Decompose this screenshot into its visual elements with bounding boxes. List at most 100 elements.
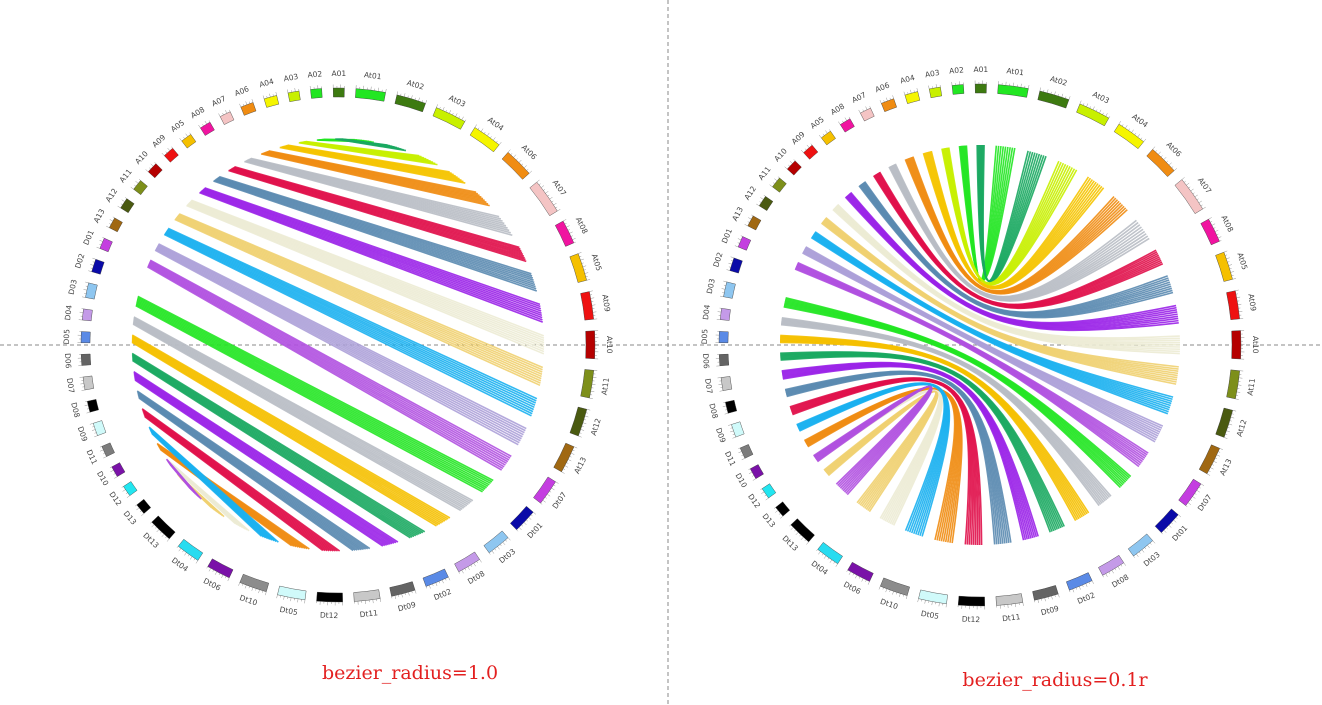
chromosome-tick bbox=[835, 563, 838, 567]
chromosome-tick bbox=[1211, 223, 1216, 226]
synteny-link bbox=[135, 302, 486, 490]
chromosome-tick bbox=[134, 184, 136, 187]
chromosome-d01 bbox=[737, 236, 752, 251]
chromosome-tick bbox=[139, 510, 142, 513]
synteny-link bbox=[135, 303, 485, 492]
chromosome-tick bbox=[1085, 583, 1088, 587]
chromosome-tick bbox=[748, 471, 753, 474]
synteny-link bbox=[260, 153, 490, 207]
chromosome-tick bbox=[765, 497, 769, 501]
chromosome-label: D04 bbox=[701, 304, 712, 321]
synteny-link bbox=[133, 317, 472, 503]
chromosome-tick bbox=[1226, 430, 1230, 433]
chromosome-a10 bbox=[786, 160, 802, 176]
chromosome-tick bbox=[244, 585, 247, 589]
chromosome-tick bbox=[249, 101, 251, 104]
chromosome-label: A13 bbox=[730, 205, 745, 222]
chromosome-label: D10 bbox=[734, 472, 749, 490]
chromosome-tick bbox=[579, 255, 582, 258]
chromosome-tick bbox=[496, 140, 498, 143]
synteny-link bbox=[147, 264, 505, 468]
chromosome-tick bbox=[1232, 278, 1237, 280]
chromosome-label: A06 bbox=[874, 81, 891, 95]
chromosome-tick bbox=[99, 239, 103, 242]
chromosome-tick bbox=[1229, 268, 1232, 270]
chromosome-label: Dt11 bbox=[1002, 612, 1021, 623]
synteny-link bbox=[244, 160, 513, 236]
chromosome-tick bbox=[491, 550, 495, 554]
chromosome-tick bbox=[760, 488, 763, 490]
synteny-link bbox=[133, 374, 393, 545]
chromosome-tick bbox=[96, 246, 100, 249]
chromosome-tick bbox=[568, 459, 572, 462]
chromosome-tick bbox=[1128, 128, 1130, 131]
chromosome-label: D01 bbox=[82, 229, 96, 247]
chromosome-tick bbox=[573, 241, 576, 244]
chromosome-label: A06 bbox=[233, 84, 250, 98]
synteny-link bbox=[816, 385, 932, 485]
chromosome-tick bbox=[171, 146, 173, 149]
chromosome-label: At13 bbox=[572, 455, 588, 475]
chromosome-at08 bbox=[1200, 218, 1220, 246]
chromosome-tick bbox=[464, 119, 467, 122]
synteny-link bbox=[131, 338, 444, 523]
chromosome-tick bbox=[1079, 586, 1081, 590]
chromosome-label: D05 bbox=[62, 329, 71, 345]
panel-caption: bezier_radius=0.1r bbox=[962, 669, 1148, 691]
chromosome-tick bbox=[208, 568, 211, 572]
chromosome-tick bbox=[442, 107, 445, 111]
chromosome-tick bbox=[573, 446, 578, 449]
synteny-link bbox=[157, 244, 525, 434]
chromosome-tick bbox=[1228, 264, 1233, 266]
synteny-link bbox=[131, 341, 437, 527]
synteny-link bbox=[133, 318, 469, 506]
chromosome-tick bbox=[154, 162, 157, 164]
chromosome-tick bbox=[155, 526, 157, 529]
chromosome-tick bbox=[100, 449, 104, 452]
chromosome-tick bbox=[741, 454, 744, 456]
synteny-link bbox=[147, 265, 504, 470]
chromosome-label: A11 bbox=[118, 167, 134, 184]
chromosome-tick bbox=[1223, 250, 1228, 253]
chromosome-d07 bbox=[82, 375, 95, 391]
chromosome-tick bbox=[885, 588, 888, 593]
chromosome-tick bbox=[581, 262, 584, 264]
chromosome-tick bbox=[892, 95, 894, 99]
chromosome-tick bbox=[1092, 106, 1095, 110]
chromosome-dt06 bbox=[847, 561, 874, 582]
synteny-link bbox=[148, 261, 509, 463]
chromosome-tick bbox=[225, 576, 227, 579]
chromosome-d11 bbox=[739, 444, 754, 459]
chromosome-dt03 bbox=[1127, 533, 1154, 557]
chromosome-tick bbox=[899, 593, 901, 597]
synteny-link bbox=[188, 202, 545, 346]
chromosome-tick bbox=[238, 582, 241, 586]
chromosome-tick bbox=[738, 447, 741, 449]
chromosome-tick bbox=[135, 181, 139, 184]
synteny-link bbox=[132, 321, 465, 509]
chromosome-tick bbox=[1088, 582, 1090, 585]
chromosome-tick bbox=[913, 90, 915, 93]
chromosome-label: D06 bbox=[63, 353, 73, 369]
chromosome-tick bbox=[99, 244, 102, 246]
chromosome-label: A09 bbox=[790, 130, 807, 147]
chromosome-tick bbox=[516, 529, 519, 532]
chromosome-label: At05 bbox=[590, 253, 604, 273]
chromosome-tick bbox=[193, 558, 196, 561]
chromosome-tick bbox=[1161, 532, 1163, 535]
chromosome-tick bbox=[458, 116, 460, 119]
chromosome-tick bbox=[1196, 490, 1200, 493]
synteny-link bbox=[164, 232, 533, 415]
chromosome-label: Dt07 bbox=[550, 490, 568, 510]
chromosome-tick bbox=[1108, 116, 1111, 119]
chromosome-a06 bbox=[240, 102, 257, 116]
chromosome-tick bbox=[145, 169, 149, 172]
chromosome-at04 bbox=[469, 127, 500, 153]
chromosome-tick bbox=[774, 178, 778, 182]
chromosome-tick bbox=[449, 110, 451, 114]
chromosome-label: D06 bbox=[701, 353, 711, 369]
chromosome-tick bbox=[1158, 151, 1161, 155]
chromosome-tick bbox=[441, 579, 444, 584]
chromosome-tick bbox=[421, 100, 423, 103]
chromosome-tick bbox=[1186, 182, 1190, 186]
